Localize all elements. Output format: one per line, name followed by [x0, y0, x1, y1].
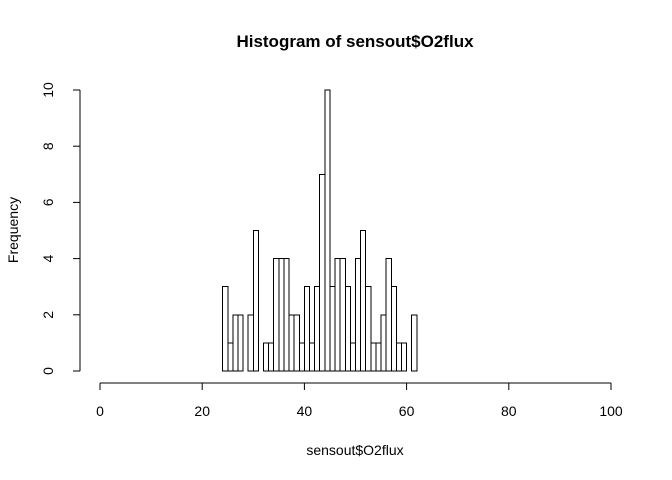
histogram-bar [263, 342, 270, 372]
histogram-bar [273, 258, 280, 372]
histogram-bar [329, 286, 336, 372]
x-tick-label: 20 [194, 403, 210, 419]
histogram-bars [222, 89, 418, 372]
histogram-bar [370, 342, 377, 372]
y-tick-label: 10 [40, 82, 56, 98]
histogram-bar [375, 342, 382, 372]
histogram-bar [395, 342, 402, 372]
x-tick-label: 0 [96, 403, 104, 419]
histogram-bar [288, 314, 295, 372]
histogram-bar [303, 286, 311, 372]
histogram-bar [390, 286, 397, 372]
x-axis-label: sensout$O2flux [306, 442, 403, 458]
histogram-bar [252, 230, 259, 372]
histogram-bar [232, 314, 239, 372]
histogram-bar [339, 258, 346, 372]
y-axis: 0 2 4 6 8 10 [40, 82, 81, 375]
y-tick-label: 2 [40, 311, 56, 319]
histogram-bar [385, 258, 392, 372]
histogram-bar [222, 286, 229, 372]
x-tick-label: 100 [599, 403, 623, 419]
histogram-bar [309, 342, 316, 372]
x-axis: 0 20 40 60 80 100 [96, 382, 623, 419]
histogram-bar [237, 314, 244, 372]
chart-title: Histogram of sensout$O2flux [236, 32, 474, 51]
histogram-bar [334, 258, 341, 372]
histogram-bar [324, 89, 331, 372]
histogram-bar [268, 342, 275, 372]
histogram-bar [380, 314, 387, 372]
histogram-bar [319, 173, 326, 372]
y-tick-label: 8 [40, 142, 56, 150]
histogram-bar [298, 342, 305, 372]
x-tick-label: 60 [399, 403, 415, 419]
histogram-bar [293, 314, 300, 372]
histogram-bar [344, 286, 351, 372]
histogram-bar [314, 286, 321, 372]
histogram-bar [349, 342, 357, 372]
y-axis-label: Frequency [5, 197, 21, 263]
histogram-bar [360, 230, 367, 372]
histogram-bar [278, 258, 285, 372]
y-tick-label: 0 [40, 367, 56, 375]
histogram-bar [247, 314, 254, 372]
histogram-bar [400, 342, 408, 372]
x-tick-label: 80 [501, 403, 517, 419]
y-tick-label: 4 [40, 254, 56, 262]
histogram-bar [355, 258, 362, 372]
histogram-bar [283, 258, 290, 372]
histogram-bar [411, 314, 418, 372]
histogram-bar [365, 286, 372, 372]
y-tick-label: 6 [40, 198, 56, 206]
x-tick-label: 40 [297, 403, 313, 419]
histogram-bar [227, 342, 234, 372]
